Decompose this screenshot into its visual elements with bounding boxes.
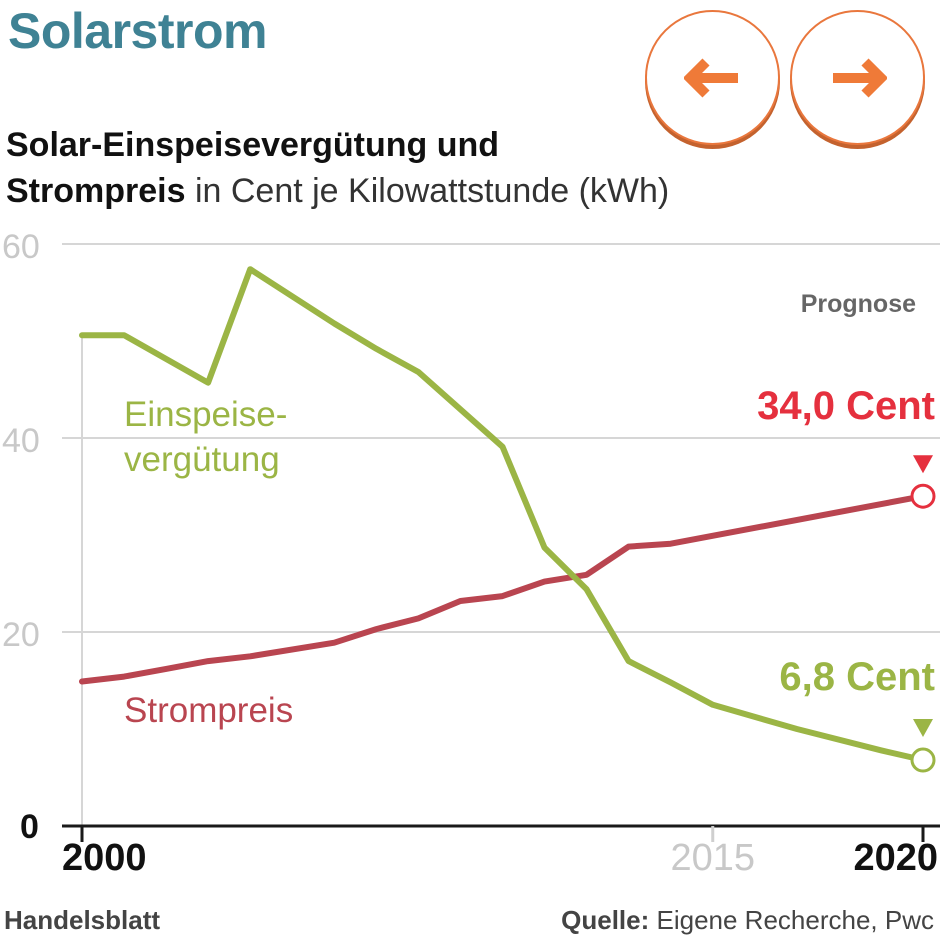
arrow-left-icon	[683, 57, 738, 98]
y-tick-label: 20	[2, 616, 40, 654]
einspeiseverguetung-label-line1: Einspeise-	[124, 395, 287, 434]
strompreis-label: Strompreis	[124, 691, 293, 730]
einspeiseverguetung-end-marker	[910, 747, 936, 773]
arrow-right-icon	[832, 57, 887, 98]
brand-label: Handelsblatt	[4, 905, 161, 935]
x-tick-label: 2020	[853, 837, 938, 879]
x-tick-label: 2000	[62, 837, 147, 879]
einspeiseverguetung-line	[79, 266, 926, 763]
previous-button[interactable]	[645, 10, 780, 145]
y-tick-label: 60	[2, 228, 40, 266]
page-title: Solarstrom	[8, 3, 267, 59]
einspeiseverguetung-pointer	[913, 719, 933, 738]
strompreis-line	[79, 493, 926, 685]
y-tick-label: 0	[20, 808, 39, 846]
subtitle-strompreis: Strompreis	[6, 172, 186, 210]
y-tick-label: 40	[2, 422, 40, 460]
prognose-label: Prognose	[801, 290, 916, 318]
source-label: Quelle:	[561, 905, 650, 935]
strompreis-pointer	[913, 455, 933, 474]
strompreis-end-marker	[910, 483, 936, 509]
source-text: Eigene Recherche, Pwc	[649, 905, 935, 935]
strompreis-end-label: 34,0 Cent	[757, 384, 935, 428]
next-button[interactable]	[790, 10, 925, 145]
chart-subtitle: Solar-Einspeisevergütung und Strompreis …	[6, 122, 669, 214]
subtitle-line1: Solar-Einspeisevergütung und	[6, 126, 500, 164]
subtitle-unit: in Cent je Kilowattstunde (kWh)	[185, 172, 670, 210]
einspeiseverguetung-label-line2: vergütung	[124, 440, 280, 479]
x-tick-label: 2015	[670, 837, 755, 879]
einspeiseverguetung-end-label: 6,8 Cent	[779, 655, 935, 699]
source-note: Quelle: Eigene Recherche, Pwc	[561, 905, 934, 936]
